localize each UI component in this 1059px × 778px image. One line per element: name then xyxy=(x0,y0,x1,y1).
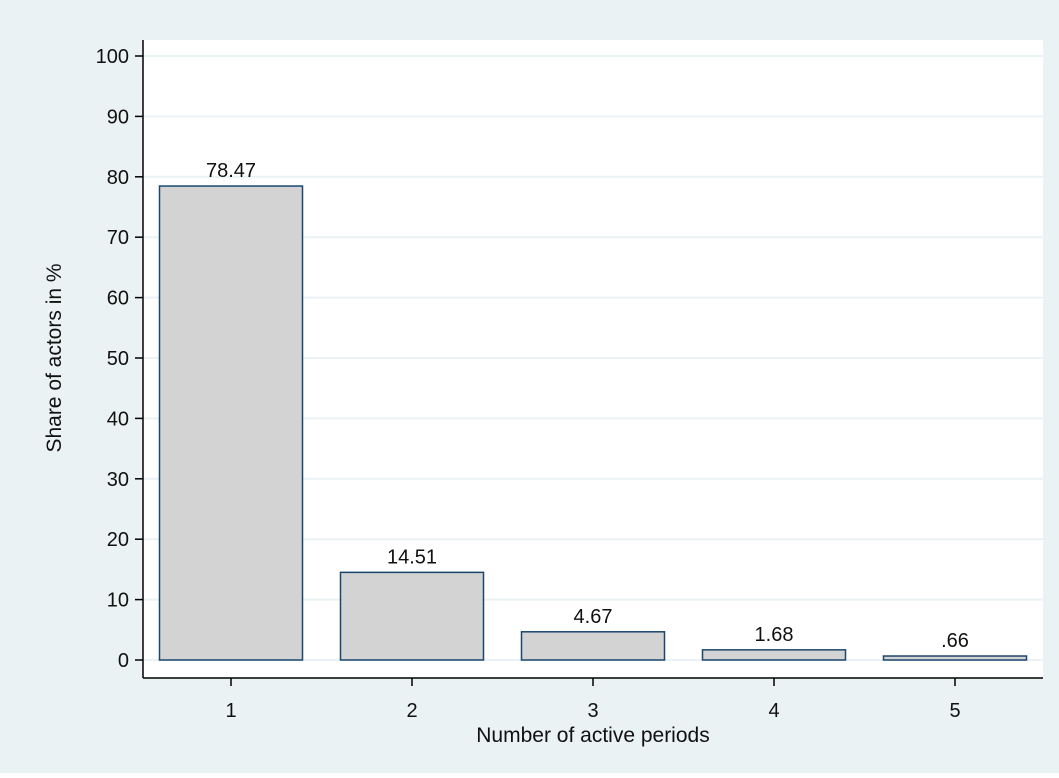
y-tick-label: 0 xyxy=(118,650,129,672)
y-axis-title: Share of actors in % xyxy=(43,263,66,452)
y-tick-label: 60 xyxy=(107,288,129,310)
bars xyxy=(158,185,1028,661)
bar-1 xyxy=(158,185,304,661)
data-label-3: 4.67 xyxy=(574,606,613,628)
bar-5 xyxy=(882,655,1028,661)
data-labels: 78.47 14.51 4.67 1.68 .66 xyxy=(206,160,969,652)
x-tick-label: 5 xyxy=(949,700,960,722)
y-tick-label: 90 xyxy=(107,106,129,128)
y-tick-label: 100 xyxy=(96,46,129,68)
data-label-1: 78.47 xyxy=(206,160,256,182)
data-label-2: 14.51 xyxy=(387,546,437,568)
y-tick-label: 70 xyxy=(107,227,129,249)
data-label-5: .66 xyxy=(941,630,969,652)
data-label-4: 1.68 xyxy=(755,624,794,646)
x-tick-label: 1 xyxy=(225,700,236,722)
y-tick-label: 20 xyxy=(107,529,129,551)
x-tick-label: 2 xyxy=(406,700,417,722)
y-axis-ticks: 0 10 20 30 40 50 60 70 80 90 100 xyxy=(96,46,143,672)
bar-2 xyxy=(339,571,485,661)
y-tick-label: 10 xyxy=(107,590,129,612)
x-axis-title: Number of active periods xyxy=(476,724,709,747)
x-tick-label: 3 xyxy=(587,700,598,722)
x-tick-label: 4 xyxy=(768,700,779,722)
bar-3 xyxy=(520,631,666,661)
bar-4 xyxy=(701,649,847,661)
y-tick-label: 40 xyxy=(107,408,129,430)
x-axis-ticks: 1 2 3 4 5 xyxy=(225,678,961,722)
y-tick-label: 50 xyxy=(107,348,129,370)
y-tick-label: 80 xyxy=(107,167,129,189)
y-tick-label: 30 xyxy=(107,469,129,491)
